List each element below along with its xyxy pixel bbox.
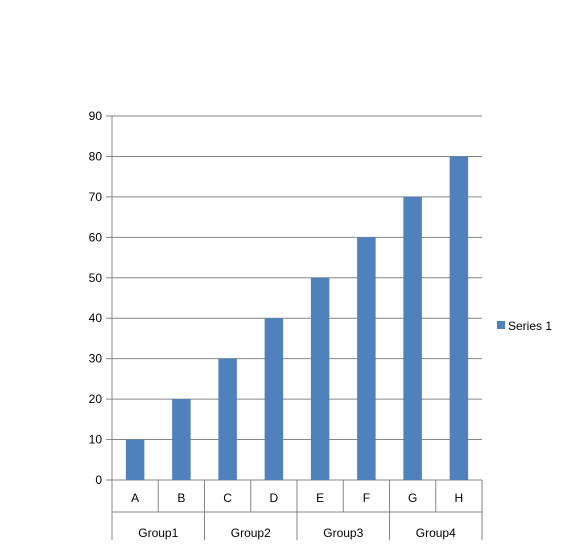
y-tick-label: 20 (89, 392, 103, 406)
x-category-label: G (408, 491, 417, 505)
y-tick-label: 0 (95, 473, 102, 487)
axes (106, 116, 482, 540)
y-tick-label: 10 (89, 433, 103, 447)
legend-swatch (497, 321, 505, 329)
bar-g (403, 197, 422, 480)
gridlines (112, 116, 482, 440)
bar-h (450, 156, 469, 480)
x-category-label: H (455, 491, 464, 505)
x-category-label: D (270, 491, 279, 505)
bar-b (172, 399, 191, 480)
y-tick-label: 30 (89, 352, 103, 366)
x-category-label: A (131, 491, 139, 505)
bar-c (218, 359, 237, 480)
x-category-label: F (363, 491, 370, 505)
y-tick-label: 70 (89, 190, 103, 204)
x-group-label: Group2 (231, 526, 271, 540)
legend-label: Series 1 (508, 319, 552, 333)
bar-e (311, 278, 330, 480)
bar-d (265, 318, 284, 480)
y-axis-tick-labels: 0 10 20 30 40 50 60 70 80 90 (89, 109, 103, 487)
bar-f (357, 237, 376, 480)
x-group-label: Group1 (138, 526, 178, 540)
y-tick-label: 90 (89, 109, 103, 123)
y-tick-label: 60 (89, 230, 103, 244)
x-category-label: E (316, 491, 324, 505)
bar-a (126, 440, 145, 480)
x-category-label: C (223, 491, 232, 505)
legend: Series 1 (497, 319, 552, 333)
y-tick-label: 40 (89, 311, 103, 325)
x-category-label: B (177, 491, 185, 505)
y-tick-label: 50 (89, 271, 103, 285)
x-group-label: Group3 (323, 526, 363, 540)
x-group-label: Group4 (416, 526, 456, 540)
y-tick-label: 80 (89, 149, 103, 163)
